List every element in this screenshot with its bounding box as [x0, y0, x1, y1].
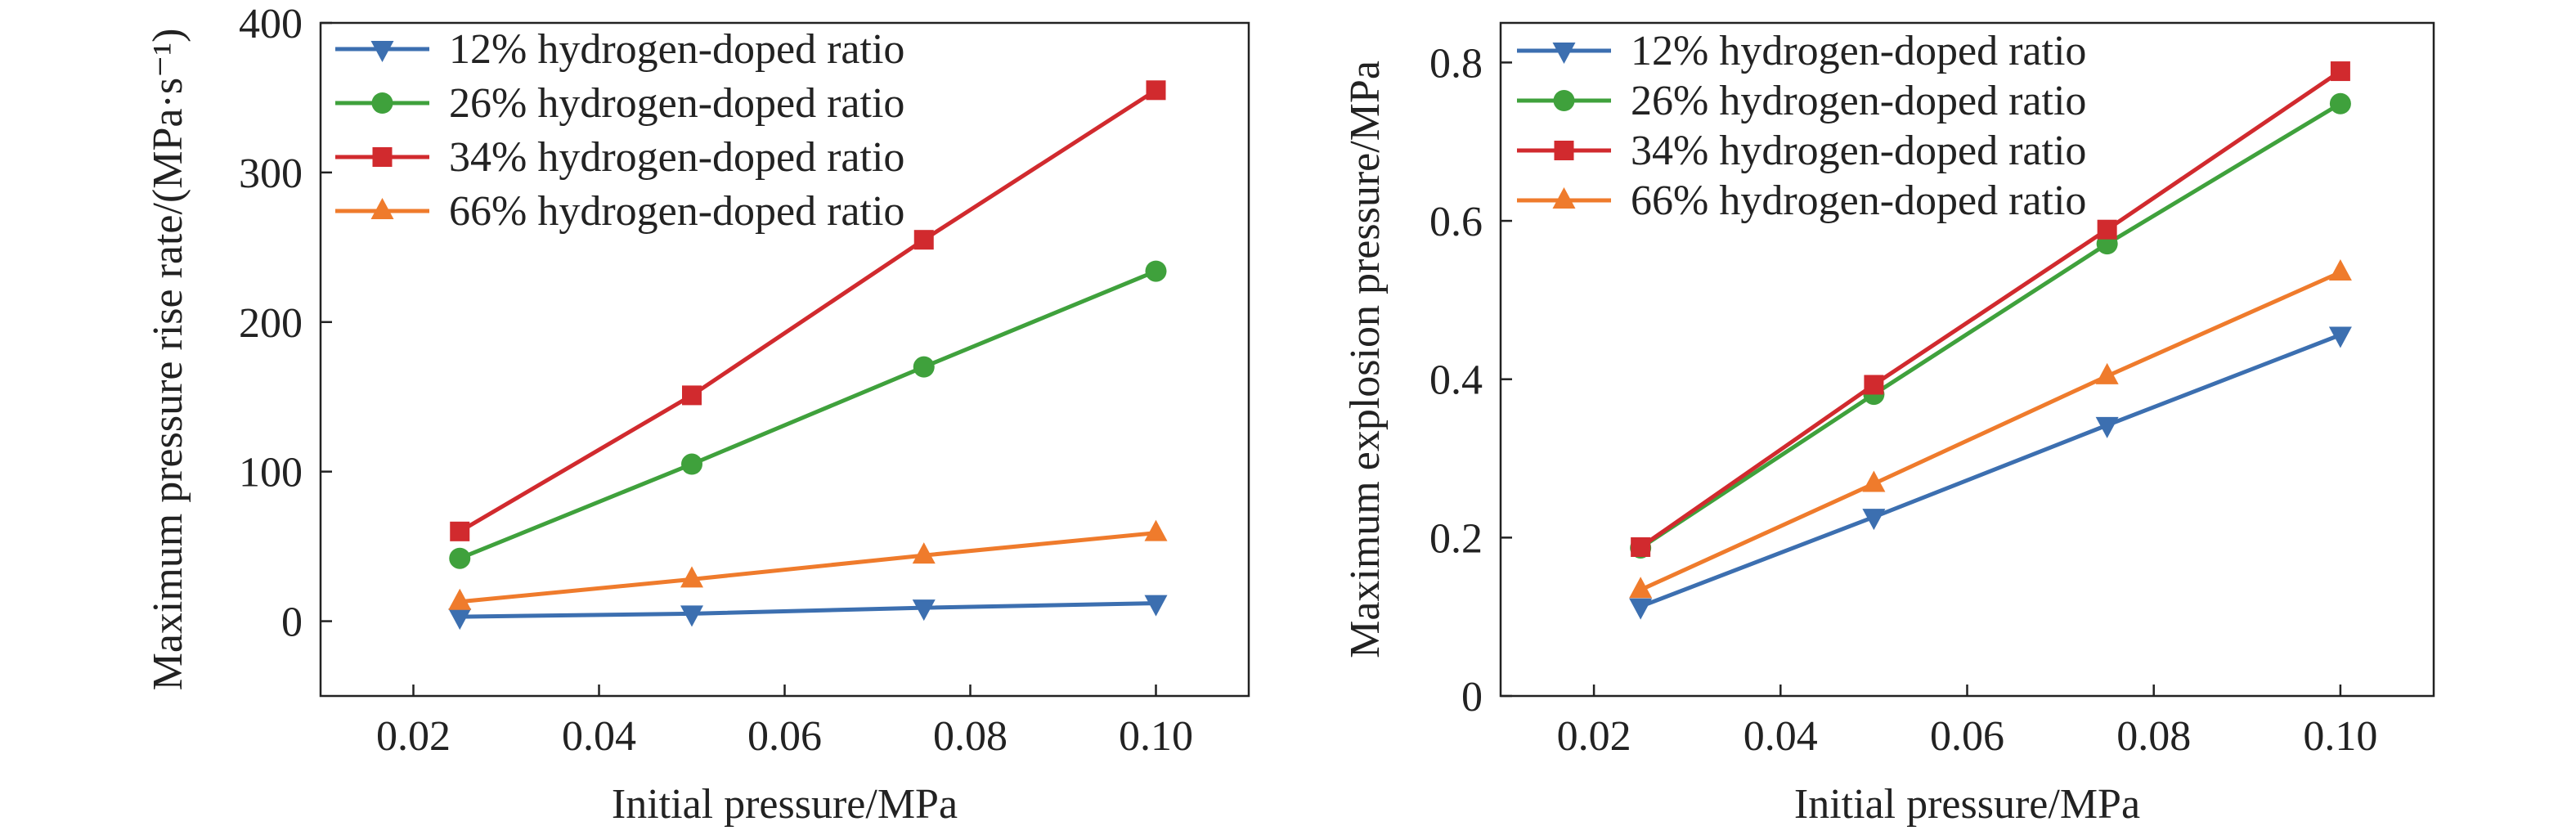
- chart-2-data-point: [1862, 470, 1886, 492]
- chart-1-x-tick-label: 0.04: [562, 713, 636, 760]
- chart-1-legend: 12% hydrogen-doped ratio 26% hydrogen-dop…: [335, 26, 904, 235]
- chart-2-series-line: [1640, 333, 2341, 608]
- chart-2-y-axis-label: Maximum explosion pressure/MPa: [1342, 61, 1389, 658]
- chart-1-data-point: [449, 547, 471, 569]
- chart-2-legend-marker: [1552, 43, 1576, 64]
- chart-2-legend-marker: [1553, 90, 1575, 111]
- chart-1-data-point: [913, 356, 935, 378]
- chart-1-data-point: [1146, 80, 1166, 101]
- chart-1-legend-marker: [371, 92, 393, 114]
- chart-1-series-line: [460, 601, 1156, 619]
- chart-1-data-point: [1144, 595, 1168, 617]
- chart-1-y-tick-label: 400: [239, 1, 303, 47]
- chart-2-y-tick-label: 0.4: [1429, 357, 1483, 404]
- chart-1-y-tick-label: 100: [239, 450, 303, 496]
- chart-2-data-point: [1862, 509, 1886, 531]
- chart-2-legend-label: 66% hydrogen-doped ratio: [1631, 177, 2086, 224]
- chart-2-x-tick-label: 0.08: [2116, 713, 2191, 760]
- chart-1-series-2: [449, 260, 1167, 569]
- chart-2-series-line: [1640, 270, 2341, 592]
- chart-1: 0.02 0.04 0.06 0.08 0.10 0 100 200 300 400 Initial…: [145, 1, 1250, 828]
- chart-1-series-1: [448, 595, 1168, 631]
- chart-2-legend-marker: [1554, 141, 1574, 160]
- chart-1-legend-marker: [370, 198, 394, 219]
- chart-1-data-point: [681, 453, 702, 475]
- chart-2-x-tick-label: 0.02: [1557, 713, 1631, 760]
- chart-2-x-tick-label: 0.04: [1744, 713, 1818, 760]
- chart-2: 0.02 0.04 0.06 0.08 0.10 0 0.2 0.4 0.6 0.8 Initial…: [1342, 21, 2435, 828]
- chart-1-legend-label: 66% hydrogen-doped ratio: [449, 188, 904, 235]
- chart-1-data-point: [680, 566, 703, 588]
- chart-1-series-line: [459, 269, 1157, 561]
- chart-2-series-3: [1631, 61, 2350, 557]
- chart-1-data-point: [912, 542, 936, 564]
- chart-1-legend-label: 34% hydrogen-doped ratio: [449, 134, 904, 181]
- chart-1-y-axis-label: Maximum pressure rise rate/(MPa·s⁻¹): [145, 29, 191, 691]
- chart-1-legend-label: 26% hydrogen-doped ratio: [449, 80, 904, 127]
- chart-2-data-point: [2095, 362, 2119, 384]
- chart-1-x-tick-label: 0.06: [747, 713, 822, 760]
- chart-2-data-point: [2330, 61, 2350, 82]
- chart-2-data-point: [1629, 577, 1653, 599]
- chart-1-y-tick-label: 300: [239, 150, 303, 197]
- chart-2-y-tick-label: 0: [1461, 674, 1483, 721]
- chart-1-legend-marker: [370, 41, 394, 62]
- chart-2-series-1: [1629, 326, 2352, 620]
- chart-1-data-point: [448, 608, 472, 631]
- chart-2-series-line: [1639, 101, 2342, 550]
- chart-2-legend-label: 34% hydrogen-doped ratio: [1631, 128, 2086, 174]
- chart-2-x-axis-label: Initial pressure/MPa: [1794, 781, 2140, 828]
- chart-2-y-tick-label: 0.6: [1429, 199, 1483, 245]
- chart-2-series-line: [1639, 69, 2342, 550]
- chart-1-data-point: [1144, 519, 1168, 541]
- chart-1-x-tick-label: 0.08: [933, 713, 1008, 760]
- chart-1-x-tick-label: 0.10: [1119, 713, 1193, 760]
- chart-2-legend-label: 12% hydrogen-doped ratio: [1631, 28, 2086, 74]
- chart-1-y-tick-label: 200: [239, 300, 303, 347]
- chart-1-series-3: [450, 80, 1166, 541]
- chart-2-data-point: [2097, 219, 2117, 240]
- chart-2-legend-marker: [1552, 187, 1576, 209]
- chart-1-data-point: [682, 385, 702, 406]
- chart-1-legend-label: 12% hydrogen-doped ratio: [449, 26, 904, 73]
- chart-1-data-point: [450, 521, 470, 541]
- chart-2-data-point: [1629, 598, 1653, 620]
- chart-2-data-point: [2329, 92, 2351, 114]
- chart-2-x-tick-label: 0.10: [2303, 713, 2377, 760]
- chart-1-x-tick-label: 0.02: [376, 713, 451, 760]
- chart-2-data-point: [1631, 536, 1651, 557]
- chart-1-series-line: [458, 88, 1157, 533]
- chart-1-data-point: [912, 599, 936, 622]
- chart-1-legend-marker: [372, 147, 393, 167]
- chart-1-data-point: [913, 230, 934, 250]
- chart-1-data-point: [680, 605, 703, 627]
- chart-2-data-point: [2095, 416, 2119, 438]
- chart-2-data-point: [2328, 326, 2352, 348]
- chart-1-data-point: [1145, 260, 1167, 282]
- chart-1-series-line: [460, 531, 1156, 604]
- chart-2-data-point: [1864, 375, 1884, 395]
- chart-2-x-tick-label: 0.06: [1930, 713, 2004, 760]
- chart-2-y-tick-label: 0.2: [1429, 515, 1483, 562]
- chart-1-y-tick-label: 0: [281, 599, 303, 646]
- chart-2-series-4: [1629, 258, 2352, 599]
- chart-2-y-tick-label: 0.8: [1429, 40, 1483, 87]
- chart-2-legend-label: 26% hydrogen-doped ratio: [1631, 78, 2086, 124]
- chart-1-series-4: [448, 519, 1168, 610]
- chart-1-data-point: [448, 588, 472, 610]
- chart-1-x-axis-label: Initial pressure/MPa: [612, 781, 958, 828]
- chart-2-data-point: [2328, 258, 2352, 281]
